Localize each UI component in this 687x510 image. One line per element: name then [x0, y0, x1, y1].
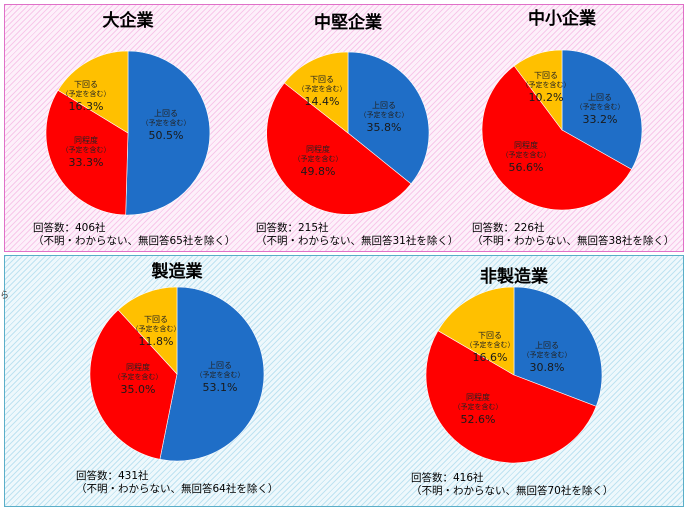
pie-slice	[561, 49, 643, 170]
slice-category-note: （予定を含む）	[360, 110, 409, 119]
pie-slice	[125, 50, 211, 216]
respondent-count: 回答数：431社	[76, 469, 149, 482]
pie-slice	[266, 82, 412, 215]
slice-value-label: 30.8%	[530, 361, 565, 374]
pie-slice	[117, 286, 178, 375]
slice-value-label: 35.0%	[121, 383, 156, 396]
slice-category-note: （予定を含む）	[576, 102, 625, 111]
slice-category-note: （予定を含む）	[196, 370, 245, 379]
pie-chart-2: 上回る（予定を含む）35.8%同程度（予定を含む）49.8%下回る（予定を含む）…	[256, 12, 458, 247]
slice-category-note: （予定を含む）	[114, 372, 163, 381]
pie-slice	[283, 51, 349, 134]
pie-chart-4: 上回る（予定を含む）53.1%同程度（予定を含む）35.0%下回る（予定を含む）…	[76, 261, 278, 495]
exclusion-note: （不明・わからない、無回答31社を除く）	[256, 234, 458, 247]
slice-category-label: 下回る	[144, 315, 168, 324]
slice-category-note: （予定を含む）	[298, 84, 347, 93]
slice-value-label: 16.6%	[473, 351, 508, 364]
slice-category-note: （予定を含む）	[466, 340, 515, 349]
slice-value-label: 33.2%	[583, 113, 618, 126]
slice-category-label: 上回る	[372, 101, 396, 110]
slice-category-label: 下回る	[478, 331, 502, 340]
exclusion-note: （不明・わからない、無回答65社を除く）	[33, 234, 235, 247]
slice-category-note: （予定を含む）	[142, 118, 191, 127]
slice-category-note: （予定を含む）	[62, 145, 111, 154]
slice-value-label: 16.3%	[69, 100, 104, 113]
exclusion-note: （不明・わからない、無回答38社を除く）	[472, 234, 674, 247]
slice-category-label: 同程度	[126, 362, 150, 372]
respondent-count: 回答数：215社	[256, 221, 329, 234]
slice-category-note: （予定を含む）	[454, 402, 503, 411]
pie-slice	[437, 286, 515, 376]
slice-category-label: 下回る	[534, 71, 558, 80]
slice-category-note: （予定を含む）	[62, 89, 111, 98]
slice-category-label: 上回る	[535, 341, 559, 350]
pie-chart-5: 上回る（予定を含む）30.8%同程度（予定を含む）52.6%下回る（予定を含む）…	[411, 266, 613, 497]
chart-title: 中堅企業	[314, 12, 382, 33]
chart-title: 大企業	[103, 10, 154, 31]
slice-category-note: （予定を含む）	[523, 350, 572, 359]
pie-slice	[89, 309, 178, 460]
slice-value-label: 33.3%	[69, 156, 104, 169]
slice-category-label: 上回る	[208, 361, 232, 370]
slice-category-note: （予定を含む）	[294, 154, 343, 163]
slice-category-label: 上回る	[588, 93, 612, 102]
slice-value-label: 50.5%	[149, 129, 184, 142]
pie-slice	[347, 51, 430, 185]
slice-value-label: 35.8%	[367, 121, 402, 134]
slice-value-label: 52.6%	[461, 413, 496, 426]
slice-value-label: 53.1%	[203, 381, 238, 394]
slice-category-note: （予定を含む）	[522, 80, 571, 89]
slice-value-label: 49.8%	[301, 165, 336, 178]
pie-slice	[513, 49, 563, 131]
pie-chart-1: 上回る（予定を含む）50.5%同程度（予定を含む）33.3%下回る（予定を含む）…	[33, 10, 235, 247]
respondent-count: 回答数：416社	[411, 471, 484, 484]
slice-category-label: 下回る	[74, 80, 98, 89]
slice-value-label: 11.8%	[139, 335, 174, 348]
pie-slice	[513, 286, 603, 407]
slice-category-note: （予定を含む）	[502, 150, 551, 159]
respondent-count: 回答数：406社	[33, 221, 106, 234]
stray-mark: ら	[0, 291, 10, 301]
slice-value-label: 10.2%	[529, 91, 564, 104]
slice-value-label: 56.6%	[509, 161, 544, 174]
slice-category-label: 同程度	[514, 140, 538, 150]
slice-category-label: 下回る	[310, 75, 334, 84]
chart-title: 製造業	[151, 261, 203, 282]
chart-title: 非製造業	[480, 266, 548, 287]
pie-slice	[57, 50, 129, 134]
pie-chart-3: 上回る（予定を含む）33.2%同程度（予定を含む）56.6%下回る（予定を含む）…	[472, 8, 674, 247]
pie-slice	[425, 330, 597, 464]
slice-category-label: 同程度	[306, 144, 330, 154]
exclusion-note: （不明・わからない、無回答70社を除く）	[411, 484, 613, 497]
exclusion-note: （不明・わからない、無回答64社を除く）	[76, 482, 278, 495]
slice-category-label: 上回る	[154, 109, 178, 118]
chart-title: 中小企業	[528, 8, 596, 29]
slice-category-label: 同程度	[74, 135, 98, 145]
slice-value-label: 14.4%	[305, 95, 340, 108]
pie-slice	[159, 286, 265, 462]
pie-slice	[481, 65, 633, 211]
respondent-count: 回答数：226社	[472, 221, 545, 234]
slice-category-note: （予定を含む）	[132, 324, 181, 333]
slice-category-label: 同程度	[466, 392, 490, 402]
pie-slice	[45, 89, 129, 216]
